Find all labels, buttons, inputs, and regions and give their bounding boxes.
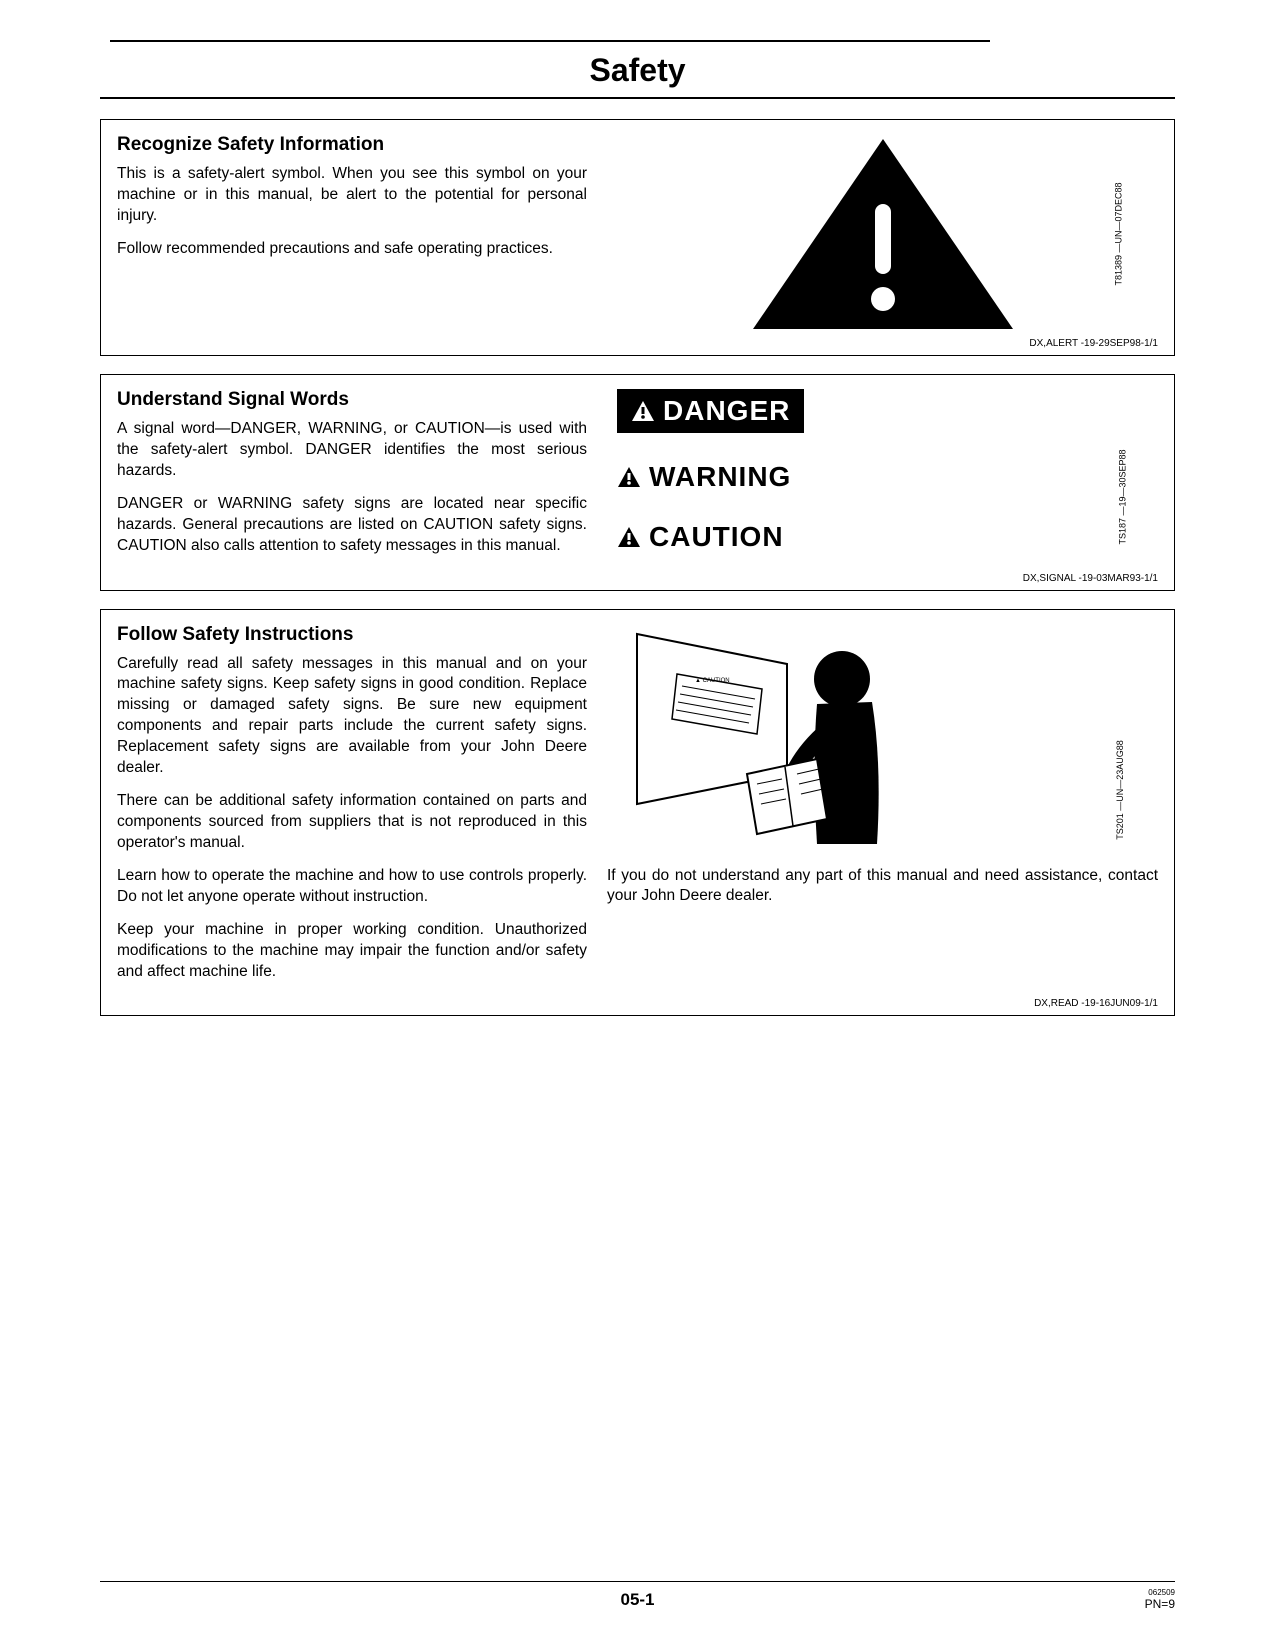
section-footer-ref: DX,ALERT -19-29SEP98-1/1 [117, 338, 1158, 349]
date-code: 062509 [1145, 1588, 1175, 1597]
page-container: Safety Recognize Safety Information This… [0, 0, 1275, 1016]
section-footer-ref: DX,SIGNAL -19-03MAR93-1/1 [117, 573, 1158, 584]
caution-text: CAUTION [649, 521, 784, 553]
alert-icon [617, 526, 641, 548]
page-number-block: 062509 PN=9 [1145, 1588, 1175, 1611]
section-title: Follow Safety Instructions [117, 624, 587, 646]
alert-icon [631, 400, 655, 422]
danger-label: DANGER [617, 389, 804, 433]
caution-label: CAUTION [617, 521, 784, 553]
section-follow-instructions: Follow Safety Instructions Carefully rea… [100, 609, 1175, 1017]
pn-label: PN=9 [1145, 1597, 1175, 1611]
body-paragraph: Follow recommended precautions and safe … [117, 239, 587, 260]
warning-label: WARNING [617, 461, 791, 493]
svg-text:▲ CAUTION: ▲ CAUTION [695, 678, 730, 684]
person-reading-manual-icon: ▲ CAUTION [607, 624, 927, 854]
body-paragraph: There can be additional safety informati… [117, 791, 587, 854]
section-signal-words: Understand Signal Words A signal word—DA… [100, 374, 1175, 591]
section-recognize-safety: Recognize Safety Information This is a s… [100, 119, 1175, 356]
body-paragraph: A signal word—DANGER, WARNING, or CAUTIO… [117, 419, 587, 482]
image-caption: TS201 —UN—23AUG88 [1115, 741, 1125, 841]
section-title: Recognize Safety Information [117, 134, 587, 156]
section-footer-ref: DX,READ -19-16JUN09-1/1 [117, 998, 1158, 1009]
body-paragraph: Carefully read all safety messages in th… [117, 654, 587, 780]
page-footer: 05-1 062509 PN=9 [100, 1581, 1175, 1610]
body-paragraph: If you do not understand any part of thi… [607, 866, 1158, 908]
body-paragraph: This is a safety-alert symbol. When you … [117, 164, 587, 227]
signal-word-stack: DANGER WARNING [607, 389, 1158, 553]
section-title: Understand Signal Words [117, 389, 587, 411]
body-paragraph: Keep your machine in proper working cond… [117, 920, 587, 983]
image-caption: TS187 —19—30SEP88 [1117, 449, 1127, 544]
page-title: Safety [100, 42, 1175, 99]
body-paragraph: Learn how to operate the machine and how… [117, 866, 587, 908]
danger-text: DANGER [663, 395, 790, 427]
warning-text: WARNING [649, 461, 791, 493]
safety-alert-triangle-icon [743, 134, 1023, 334]
image-caption: T81389 —UN—07DEC88 [1113, 182, 1123, 285]
body-paragraph: DANGER or WARNING safety signs are locat… [117, 494, 587, 557]
alert-icon [617, 466, 641, 488]
section-number: 05-1 [620, 1590, 654, 1610]
